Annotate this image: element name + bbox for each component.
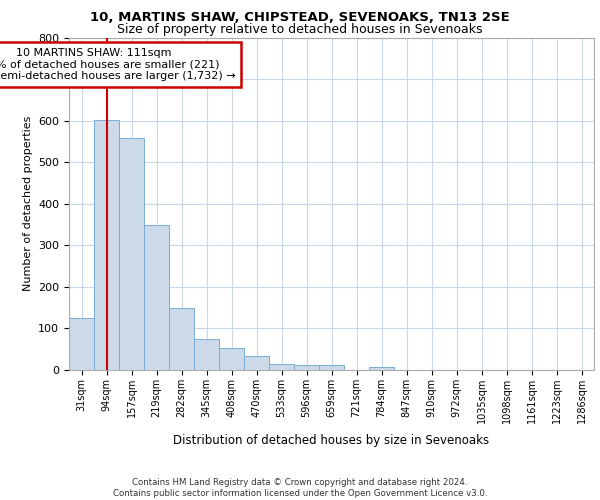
- Text: Contains HM Land Registry data © Crown copyright and database right 2024.
Contai: Contains HM Land Registry data © Crown c…: [113, 478, 487, 498]
- Text: 10, MARTINS SHAW, CHIPSTEAD, SEVENOAKS, TN13 2SE: 10, MARTINS SHAW, CHIPSTEAD, SEVENOAKS, …: [90, 11, 510, 24]
- Bar: [144, 226, 169, 370]
- Bar: [269, 364, 294, 370]
- Bar: [244, 356, 269, 370]
- Bar: [294, 364, 319, 370]
- Bar: [194, 339, 219, 370]
- Text: 10 MARTINS SHAW: 111sqm
← 11% of detached houses are smaller (221)
89% of semi-d: 10 MARTINS SHAW: 111sqm ← 11% of detache…: [0, 48, 236, 81]
- Y-axis label: Number of detached properties: Number of detached properties: [23, 116, 32, 292]
- Bar: [69, 318, 94, 370]
- Bar: [319, 365, 344, 370]
- Bar: [94, 120, 119, 370]
- Bar: [119, 138, 144, 370]
- X-axis label: Distribution of detached houses by size in Sevenoaks: Distribution of detached houses by size …: [173, 434, 490, 447]
- Bar: [169, 308, 194, 370]
- Bar: [369, 366, 394, 370]
- Bar: [219, 348, 244, 370]
- Text: Size of property relative to detached houses in Sevenoaks: Size of property relative to detached ho…: [117, 22, 483, 36]
